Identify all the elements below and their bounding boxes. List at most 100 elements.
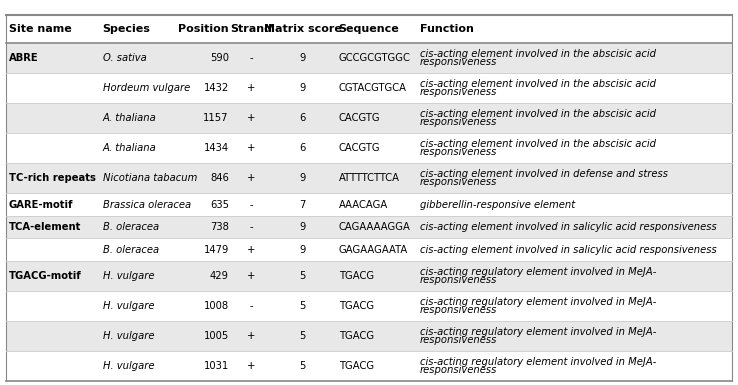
Text: CGTACGTGCA: CGTACGTGCA (339, 83, 407, 93)
Text: 9: 9 (300, 83, 306, 93)
Text: cis-acting element involved in salicylic acid responsiveness: cis-acting element involved in salicylic… (420, 222, 717, 232)
Text: cis-acting element involved in the abscisic acid: cis-acting element involved in the absci… (420, 139, 656, 149)
Bar (6, 133, 732, 163)
Text: CACGTG: CACGTG (339, 143, 380, 153)
Text: Function: Function (420, 24, 474, 34)
Text: 9: 9 (300, 173, 306, 183)
Text: 5: 5 (300, 271, 306, 281)
Text: 6: 6 (300, 113, 306, 123)
Text: +: + (246, 361, 255, 371)
Text: B. oleracea: B. oleracea (103, 245, 159, 255)
Text: AAACAGA: AAACAGA (339, 200, 388, 209)
Text: 1479: 1479 (204, 245, 229, 255)
Text: gibberellin-responsive element: gibberellin-responsive element (420, 200, 575, 209)
Text: 635: 635 (210, 200, 229, 209)
Text: responsiveness: responsiveness (420, 275, 497, 285)
Text: Hordeum vulgare: Hordeum vulgare (103, 83, 190, 93)
Text: Species: Species (103, 24, 151, 34)
Text: H. vulgare: H. vulgare (103, 361, 154, 371)
Text: -: - (249, 53, 252, 63)
Bar (6, 238, 732, 261)
Text: 9: 9 (300, 245, 306, 255)
Text: TGACG-motif: TGACG-motif (9, 271, 82, 281)
Text: 5: 5 (300, 331, 306, 341)
Text: TCA-element: TCA-element (9, 222, 81, 232)
Text: responsiveness: responsiveness (420, 177, 497, 187)
Text: -: - (249, 222, 252, 232)
Text: -: - (249, 301, 252, 311)
Text: B. oleracea: B. oleracea (103, 222, 159, 232)
Text: 7: 7 (300, 200, 306, 209)
Text: 738: 738 (210, 222, 229, 232)
Text: H. vulgare: H. vulgare (103, 271, 154, 281)
Text: +: + (246, 271, 255, 281)
Text: Strand: Strand (230, 24, 272, 34)
Text: 846: 846 (210, 173, 229, 183)
Text: 6: 6 (300, 143, 306, 153)
Text: responsiveness: responsiveness (420, 117, 497, 127)
Text: responsiveness: responsiveness (420, 147, 497, 157)
Text: -: - (249, 200, 252, 209)
Text: H. vulgare: H. vulgare (103, 301, 154, 311)
Text: +: + (246, 331, 255, 341)
Text: A. thaliana: A. thaliana (103, 113, 156, 123)
Text: 1434: 1434 (204, 143, 229, 153)
Bar (6, 291, 732, 321)
Text: 1157: 1157 (203, 113, 229, 123)
Text: 590: 590 (210, 53, 229, 63)
Text: Site name: Site name (9, 24, 72, 34)
Bar (6, 73, 732, 103)
Text: cis-acting regulatory element involved in MeJA-: cis-acting regulatory element involved i… (420, 297, 656, 307)
Text: ABRE: ABRE (9, 53, 38, 63)
Text: Position: Position (178, 24, 229, 34)
Text: 1432: 1432 (204, 83, 229, 93)
Text: Nicotiana tabacum: Nicotiana tabacum (103, 173, 197, 183)
Text: TGACG: TGACG (339, 301, 374, 311)
Text: responsiveness: responsiveness (420, 305, 497, 315)
Text: 5: 5 (300, 361, 306, 371)
Text: cis-acting element involved in salicylic acid responsiveness: cis-acting element involved in salicylic… (420, 245, 717, 255)
Text: +: + (246, 83, 255, 93)
Text: cis-acting element involved in the abscisic acid: cis-acting element involved in the absci… (420, 79, 656, 89)
Text: responsiveness: responsiveness (420, 335, 497, 345)
Text: CACGTG: CACGTG (339, 113, 380, 123)
Text: Brassica oleracea: Brassica oleracea (103, 200, 190, 209)
Text: cis-acting regulatory element involved in MeJA-: cis-acting regulatory element involved i… (420, 357, 656, 367)
Bar (6, 351, 732, 381)
Text: CAGAAAAGGA: CAGAAAAGGA (339, 222, 410, 232)
Text: 429: 429 (210, 271, 229, 281)
Text: +: + (246, 113, 255, 123)
Text: GARE-motif: GARE-motif (9, 200, 73, 209)
Text: +: + (246, 173, 255, 183)
Text: +: + (246, 143, 255, 153)
Bar (6, 43, 732, 73)
Text: Sequence: Sequence (339, 24, 399, 34)
Text: Matrix score: Matrix score (263, 24, 342, 34)
Text: A. thaliana: A. thaliana (103, 143, 156, 153)
Text: TC-rich repeats: TC-rich repeats (9, 173, 96, 183)
Bar (6, 103, 732, 133)
Bar (6, 193, 732, 216)
Text: cis-acting element involved in the abscisic acid: cis-acting element involved in the absci… (420, 49, 656, 59)
Bar (6, 321, 732, 351)
Text: TGACG: TGACG (339, 361, 374, 371)
Text: 1031: 1031 (204, 361, 229, 371)
Text: responsiveness: responsiveness (420, 365, 497, 375)
Text: cis-acting element involved in defense and stress: cis-acting element involved in defense a… (420, 169, 668, 179)
Text: ATTTTCTTCA: ATTTTCTTCA (339, 173, 400, 183)
Text: responsiveness: responsiveness (420, 57, 497, 67)
Text: 1008: 1008 (204, 301, 229, 311)
Text: cis-acting regulatory element involved in MeJA-: cis-acting regulatory element involved i… (420, 267, 656, 277)
Text: cis-acting regulatory element involved in MeJA-: cis-acting regulatory element involved i… (420, 327, 656, 337)
Text: TGACG: TGACG (339, 331, 374, 341)
Text: O. sativa: O. sativa (103, 53, 146, 63)
Bar (6, 216, 732, 238)
Text: GCCGCGTGGC: GCCGCGTGGC (339, 53, 410, 63)
Bar (6, 163, 732, 193)
Text: 9: 9 (300, 53, 306, 63)
Text: GAGAAGAATA: GAGAAGAATA (339, 245, 408, 255)
Text: cis-acting element involved in the abscisic acid: cis-acting element involved in the absci… (420, 109, 656, 119)
Text: responsiveness: responsiveness (420, 87, 497, 97)
Text: H. vulgare: H. vulgare (103, 331, 154, 341)
Text: 1005: 1005 (204, 331, 229, 341)
